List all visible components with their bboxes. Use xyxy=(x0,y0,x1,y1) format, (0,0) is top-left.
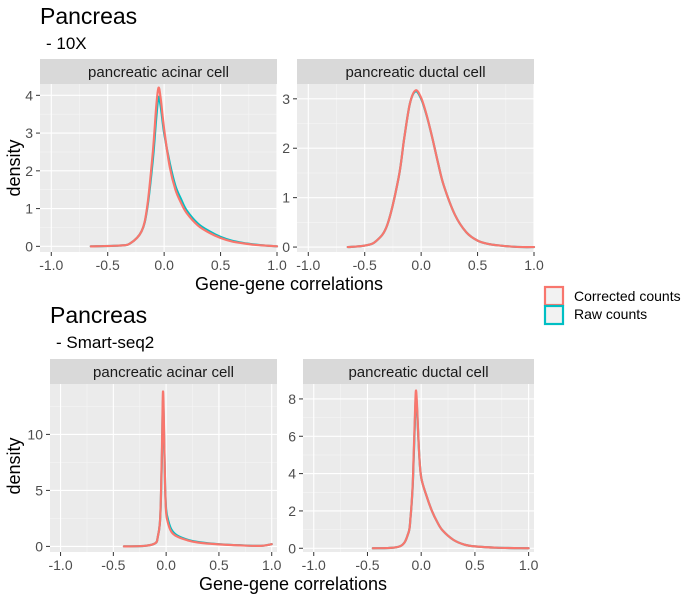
y-tick-label: 4 xyxy=(25,87,33,103)
y-tick-label: 2 xyxy=(288,503,296,519)
facet-strip xyxy=(50,359,277,384)
y-tick-label: 0 xyxy=(288,540,296,556)
x-tick-label: 1.0 xyxy=(524,257,544,273)
facet-ductal-10x: pancreatic ductal cell -1.0 -0.5 0.0 0.5 1.0 0… xyxy=(282,59,544,273)
x-tick-label: 0.0 xyxy=(411,257,431,273)
x-tick-label: 0.0 xyxy=(411,557,431,573)
x-tick-label: 0.5 xyxy=(468,257,488,273)
y-tick-label: 0 xyxy=(25,238,33,254)
x-tick-label: -1.0 xyxy=(48,557,72,573)
x-tick-label: 0.5 xyxy=(211,257,231,273)
facet-strip-label: pancreatic ductal cell xyxy=(348,364,488,381)
x-tick-label: 0.5 xyxy=(465,557,485,573)
panel-background xyxy=(40,84,277,252)
block-smartseq2: Pancreas - Smart-seq2 Gene-gene correlat… xyxy=(4,302,539,594)
y-tick-label: 4 xyxy=(288,466,296,482)
y-tick-label: 2 xyxy=(282,140,290,156)
y-tick-label: 0 xyxy=(282,239,290,255)
legend-key-raw-counts xyxy=(543,304,565,326)
x-axis-title: Gene-gene correlations xyxy=(199,574,387,594)
x-axis-title: Gene-gene correlations xyxy=(195,274,383,294)
y-tick-label: 3 xyxy=(25,125,33,141)
panel-background xyxy=(297,84,534,252)
y-tick-label: 8 xyxy=(288,391,296,407)
y-tick-label: 2 xyxy=(25,163,33,179)
x-tick-label: 1.0 xyxy=(267,257,287,273)
block-title: Pancreas xyxy=(40,3,137,29)
x-tick-label: 0.0 xyxy=(154,257,174,273)
y-tick-label: 6 xyxy=(288,428,296,444)
block-subtitle: - 10X xyxy=(46,34,87,53)
y-tick-label: 0 xyxy=(35,538,43,554)
y-tick-label: 10 xyxy=(27,426,43,442)
block-title: Pancreas xyxy=(50,302,147,328)
y-tick-label: 3 xyxy=(282,91,290,107)
x-tick-label: 1.0 xyxy=(262,557,282,573)
y-axis-title: density xyxy=(4,139,24,196)
facet-strip xyxy=(297,59,534,84)
series-line-corrected-counts xyxy=(122,390,273,548)
legend: Corrected counts Raw counts xyxy=(543,285,681,326)
y-axis-title: density xyxy=(4,437,24,494)
x-tick-label: -1.0 xyxy=(302,557,326,573)
facet-acinar-10x: pancreatic acinar cell -1.0 -0.5 0.0 0.5 1.0 0… xyxy=(25,59,287,273)
x-tick-label: -0.5 xyxy=(101,557,125,573)
legend-label-corrected-counts: Corrected counts xyxy=(574,288,681,304)
x-tick-label: -0.5 xyxy=(355,557,379,573)
x-tick-label: 1.0 xyxy=(519,557,539,573)
x-tick-label: -1.0 xyxy=(296,257,320,273)
block-10x: Pancreas - 10X Gene-gene correlations de… xyxy=(4,3,544,294)
facet-strip xyxy=(40,59,277,84)
legend-key-corrected-counts xyxy=(543,285,565,307)
y-tick-label: 5 xyxy=(35,482,43,498)
facet-strip xyxy=(303,359,534,384)
facet-strip-label: pancreatic acinar cell xyxy=(88,64,229,81)
x-tick-label: -0.5 xyxy=(353,257,377,273)
series-line-corrected-counts xyxy=(89,86,279,248)
facet-strip-label: pancreatic acinar cell xyxy=(93,364,234,381)
facet-strip-label: pancreatic ductal cell xyxy=(345,64,485,81)
series-line-corrected-counts xyxy=(346,89,536,249)
legend-label-raw-counts: Raw counts xyxy=(574,306,647,322)
panel-background xyxy=(303,384,534,552)
x-tick-label: -0.5 xyxy=(96,257,120,273)
x-tick-label: -1.0 xyxy=(39,257,63,273)
x-tick-label: 0.5 xyxy=(209,557,229,573)
y-tick-label: 1 xyxy=(25,201,33,217)
y-tick-label: 1 xyxy=(282,190,290,206)
x-tick-label: 0.0 xyxy=(156,557,176,573)
facet-acinar-smartseq2: pancreatic acinar cell -1.0 -0.5 0.0 0.5 1.0 0… xyxy=(27,359,282,573)
series-line-corrected-counts xyxy=(371,389,530,550)
facet-ductal-smartseq2: pancreatic ductal cell -1.0 -0.5 0.0 0.5 1.0 0… xyxy=(288,359,539,573)
block-subtitle: - Smart-seq2 xyxy=(56,333,154,352)
